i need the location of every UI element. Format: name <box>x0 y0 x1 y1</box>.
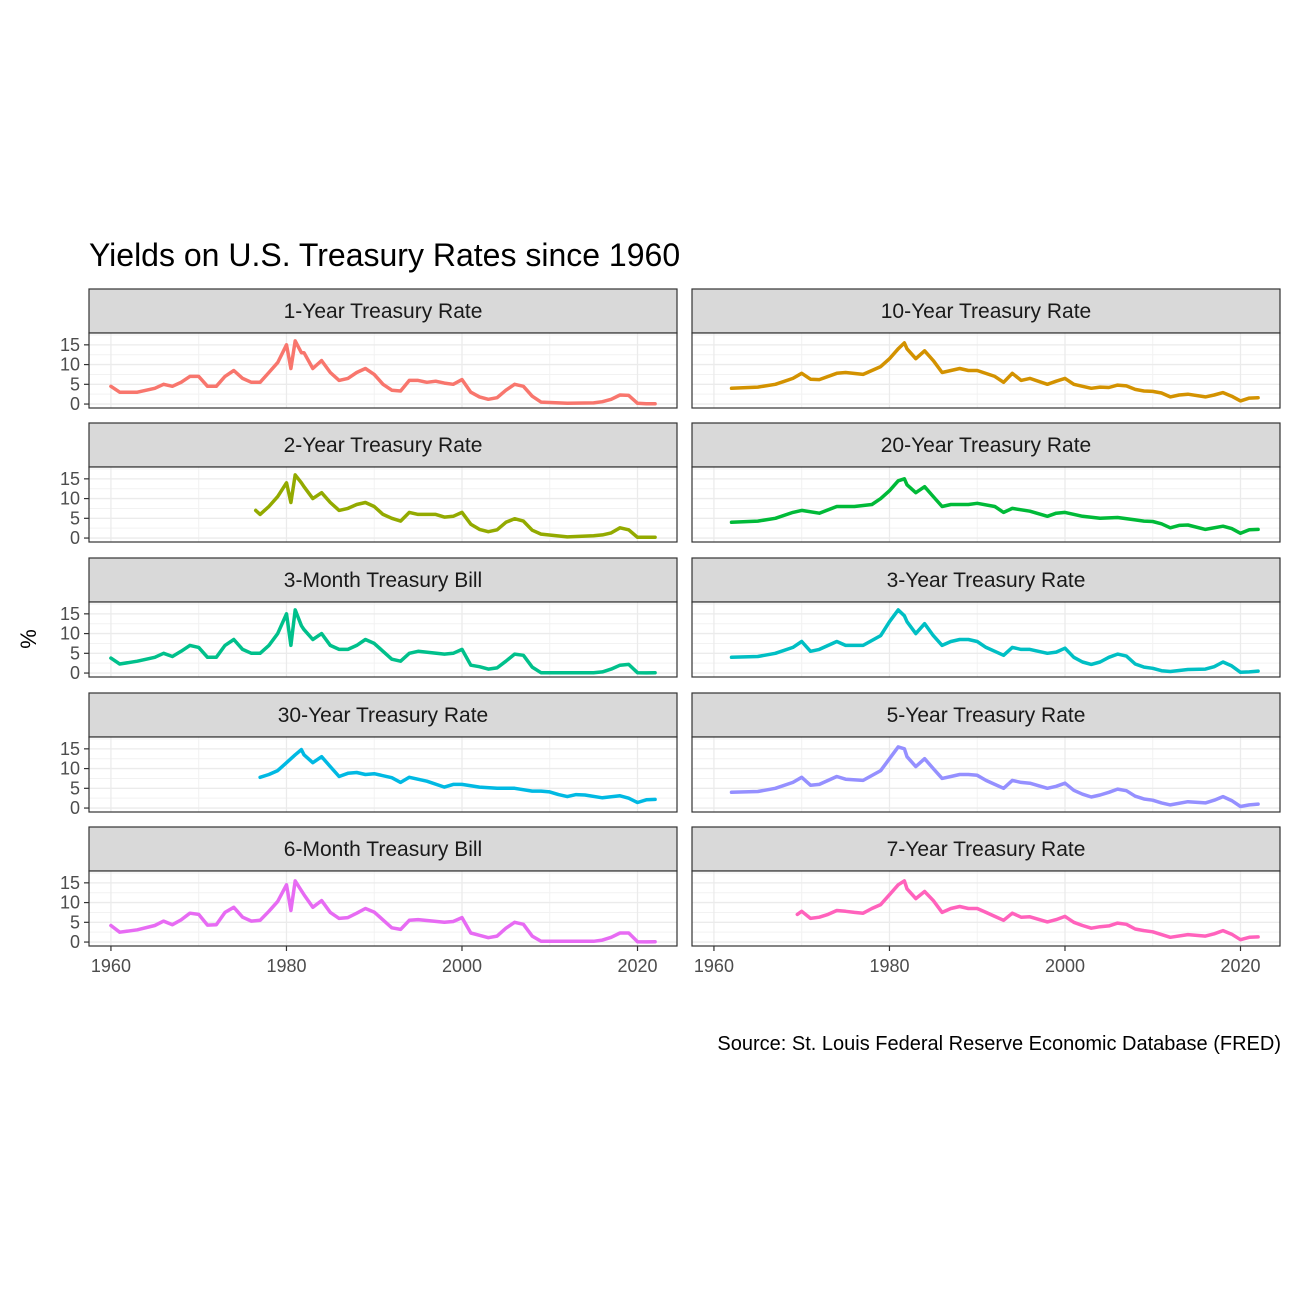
panel-border <box>88 332 678 409</box>
y-tick-label: 5 <box>70 374 80 394</box>
x-tick-label: 2020 <box>1220 956 1260 976</box>
y-tick-label: 0 <box>70 528 80 548</box>
y-tick-label: 0 <box>70 932 80 952</box>
y-tick-label: 10 <box>60 624 80 644</box>
series-line <box>729 477 1260 536</box>
panel-border <box>691 332 1281 409</box>
y-tick-label: 15 <box>60 739 80 759</box>
y-tick-label: 15 <box>60 873 80 893</box>
panel-border <box>691 466 1281 543</box>
y-tick-label: 0 <box>70 394 80 414</box>
x-tick-label: 1980 <box>869 956 909 976</box>
y-tick-label: 10 <box>60 489 80 509</box>
panel-background <box>89 602 677 677</box>
y-axis-title: % <box>16 629 41 649</box>
y-tick-label: 5 <box>70 912 80 932</box>
y-tick-label: 0 <box>70 663 80 683</box>
facet-panel: 5-Year Treasury Rate <box>691 692 1281 813</box>
y-tick-label: 5 <box>70 778 80 798</box>
y-tick-label: 15 <box>60 469 80 489</box>
panel-border <box>88 870 678 947</box>
series-line <box>253 473 657 540</box>
facet-strip-label: 20-Year Treasury Rate <box>881 434 1092 457</box>
facet-strip-label: 1-Year Treasury Rate <box>284 300 483 323</box>
series-line <box>258 747 657 805</box>
series-line <box>109 608 657 675</box>
facet-strip-label: 10-Year Treasury Rate <box>881 300 1092 323</box>
series-line <box>729 608 1260 675</box>
x-tick-label: 1980 <box>266 956 306 976</box>
facet-strip-label: 30-Year Treasury Rate <box>278 704 489 727</box>
panel-background <box>692 871 1280 946</box>
y-tick-label: 15 <box>60 604 80 624</box>
y-tick-label: 15 <box>60 335 80 355</box>
facet-strip <box>88 422 678 468</box>
panel-border <box>88 601 678 678</box>
facet-strip <box>691 422 1281 468</box>
facet-panel: 3-Year Treasury Rate <box>691 557 1281 678</box>
y-tick-label: 10 <box>60 759 80 779</box>
y-tick-label: 5 <box>70 508 80 528</box>
y-tick-label: 10 <box>60 893 80 913</box>
facet-strip <box>88 288 678 334</box>
series-line <box>729 745 1260 809</box>
x-tick-label: 1960 <box>91 956 131 976</box>
panel-background <box>692 602 1280 677</box>
facet-strip <box>88 692 678 738</box>
panel-border <box>88 736 678 813</box>
x-tick-label: 1960 <box>694 956 734 976</box>
series-line <box>109 339 657 406</box>
chart-caption: Source: St. Louis Federal Reserve Econom… <box>717 1033 1281 1055</box>
facet-strip-label: 2-Year Treasury Rate <box>284 434 483 457</box>
series-line <box>795 879 1260 942</box>
y-tick-label: 10 <box>60 355 80 375</box>
panel-border <box>691 870 1281 947</box>
facet-strip <box>691 557 1281 603</box>
x-tick-label: 2000 <box>1045 956 1085 976</box>
facet-strip <box>691 288 1281 334</box>
facet-panel: 20-Year Treasury Rate <box>691 422 1281 543</box>
chart-title: Yields on U.S. Treasury Rates since 1960 <box>89 237 680 273</box>
facet-panel: 7-Year Treasury Rate 1960 1980 2000 2020 <box>691 826 1281 976</box>
panel-border <box>88 466 678 543</box>
panel-border <box>691 601 1281 678</box>
facet-strip-label: 3-Month Treasury Bill <box>284 569 482 592</box>
facet-strip-label: 3-Year Treasury Rate <box>887 569 1086 592</box>
facet-strip-label: 7-Year Treasury Rate <box>887 838 1086 861</box>
x-tick-label: 2020 <box>617 956 657 976</box>
x-tick-label: 2000 <box>442 956 482 976</box>
series-line <box>729 341 1260 403</box>
panel-background <box>692 737 1280 812</box>
y-tick-label: 5 <box>70 643 80 663</box>
facet-strip <box>88 826 678 872</box>
facet-panel: 10-Year Treasury Rate <box>691 288 1281 409</box>
series-line <box>109 879 657 944</box>
y-tick-label: 0 <box>70 798 80 818</box>
facet-strip <box>691 826 1281 872</box>
facet-strip-label: 5-Year Treasury Rate <box>887 704 1086 727</box>
panel-border <box>691 736 1281 813</box>
facet-strip <box>691 692 1281 738</box>
panel-background <box>89 467 677 542</box>
panel-background <box>89 871 677 946</box>
panel-background <box>89 333 677 408</box>
facet-strip-label: 6-Month Treasury Bill <box>284 838 482 861</box>
